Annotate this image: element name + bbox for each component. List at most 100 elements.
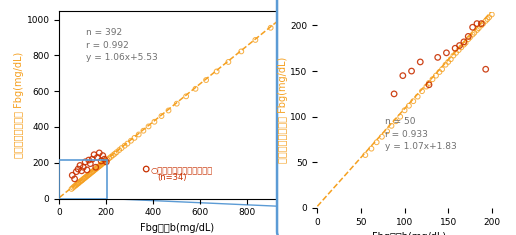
Point [139,129,148,133]
Point [91,167,100,171]
Point [456,44,464,47]
Point [98,162,106,166]
Point [172,102,181,106]
Point [477,24,486,27]
Text: n = 392
r = 0.992
y = 1.06x+5.53: n = 392 r = 0.992 y = 1.06x+5.53 [86,28,158,63]
Point [75,181,83,185]
Point [165,109,173,112]
Point [70,185,78,188]
Point [69,186,77,190]
Point [213,70,221,73]
Point [477,22,486,25]
Point [90,168,99,172]
Point [115,148,123,152]
Point [483,17,492,21]
Point [77,169,86,173]
Point [388,124,396,128]
Point [85,158,93,162]
Point [373,140,381,144]
Point [72,170,80,174]
Point [142,167,150,171]
Point [95,164,103,168]
Point [237,50,246,53]
Point [182,94,190,98]
Point [120,144,128,148]
Point [94,165,103,169]
Point [452,51,460,55]
Point [88,170,96,174]
Point [100,157,108,161]
Point [436,70,444,74]
Bar [59,160,107,199]
Point [93,156,102,159]
Point [425,81,433,85]
Point [481,19,490,23]
Point [102,159,110,163]
Point [460,40,468,44]
Point [451,46,459,50]
Point [378,135,386,139]
Point [105,157,113,160]
Point [89,169,98,173]
Point [251,38,260,42]
Point [79,177,87,181]
Point [80,176,88,180]
Point [68,173,76,177]
Point [127,139,135,143]
Point [157,114,166,118]
Point [95,151,103,155]
Text: (n=34): (n=34) [157,172,186,182]
Text: ○：ダビガトラン投与患者: ○：ダビガトラン投与患者 [151,166,213,175]
Point [135,133,143,136]
Point [361,153,369,157]
Point [367,147,376,151]
Point [74,167,82,171]
Point [93,166,102,169]
Point [74,181,82,185]
Point [89,170,97,173]
Point [432,74,440,78]
Point [76,179,85,183]
Point [473,22,481,25]
Point [461,41,470,45]
Point [78,178,87,182]
Point [77,179,86,182]
Point [102,160,110,164]
Point [112,150,121,154]
Point [460,43,468,47]
Point [224,60,233,64]
Point [469,25,477,29]
Point [99,154,107,157]
Point [390,92,398,96]
Point [466,35,474,39]
Point [72,183,80,187]
Point [99,161,107,165]
Point [123,142,132,145]
Point [442,63,450,67]
Point [447,57,455,61]
Point [438,67,446,71]
Point [425,83,433,87]
Point [71,177,79,181]
Point [97,159,105,163]
Text: n = 50
r = 0.933
y = 1.07x+1.83: n = 50 r = 0.933 y = 1.07x+1.83 [385,118,457,151]
Point [469,33,477,36]
X-axis label: Fbg試薬b(mg/dL): Fbg試薬b(mg/dL) [140,223,214,233]
Point [191,87,200,91]
Point [81,160,89,164]
Point [455,48,463,52]
Point [131,136,139,140]
Point [84,173,92,177]
Point [475,26,483,30]
Point [87,171,95,175]
Point [383,129,391,133]
Point [86,162,94,165]
Point [396,115,405,119]
Point [449,54,458,57]
Point [97,163,105,167]
Point [83,174,91,178]
Point [90,153,98,157]
Point [392,119,400,123]
Point [457,45,465,49]
Point [68,187,76,191]
